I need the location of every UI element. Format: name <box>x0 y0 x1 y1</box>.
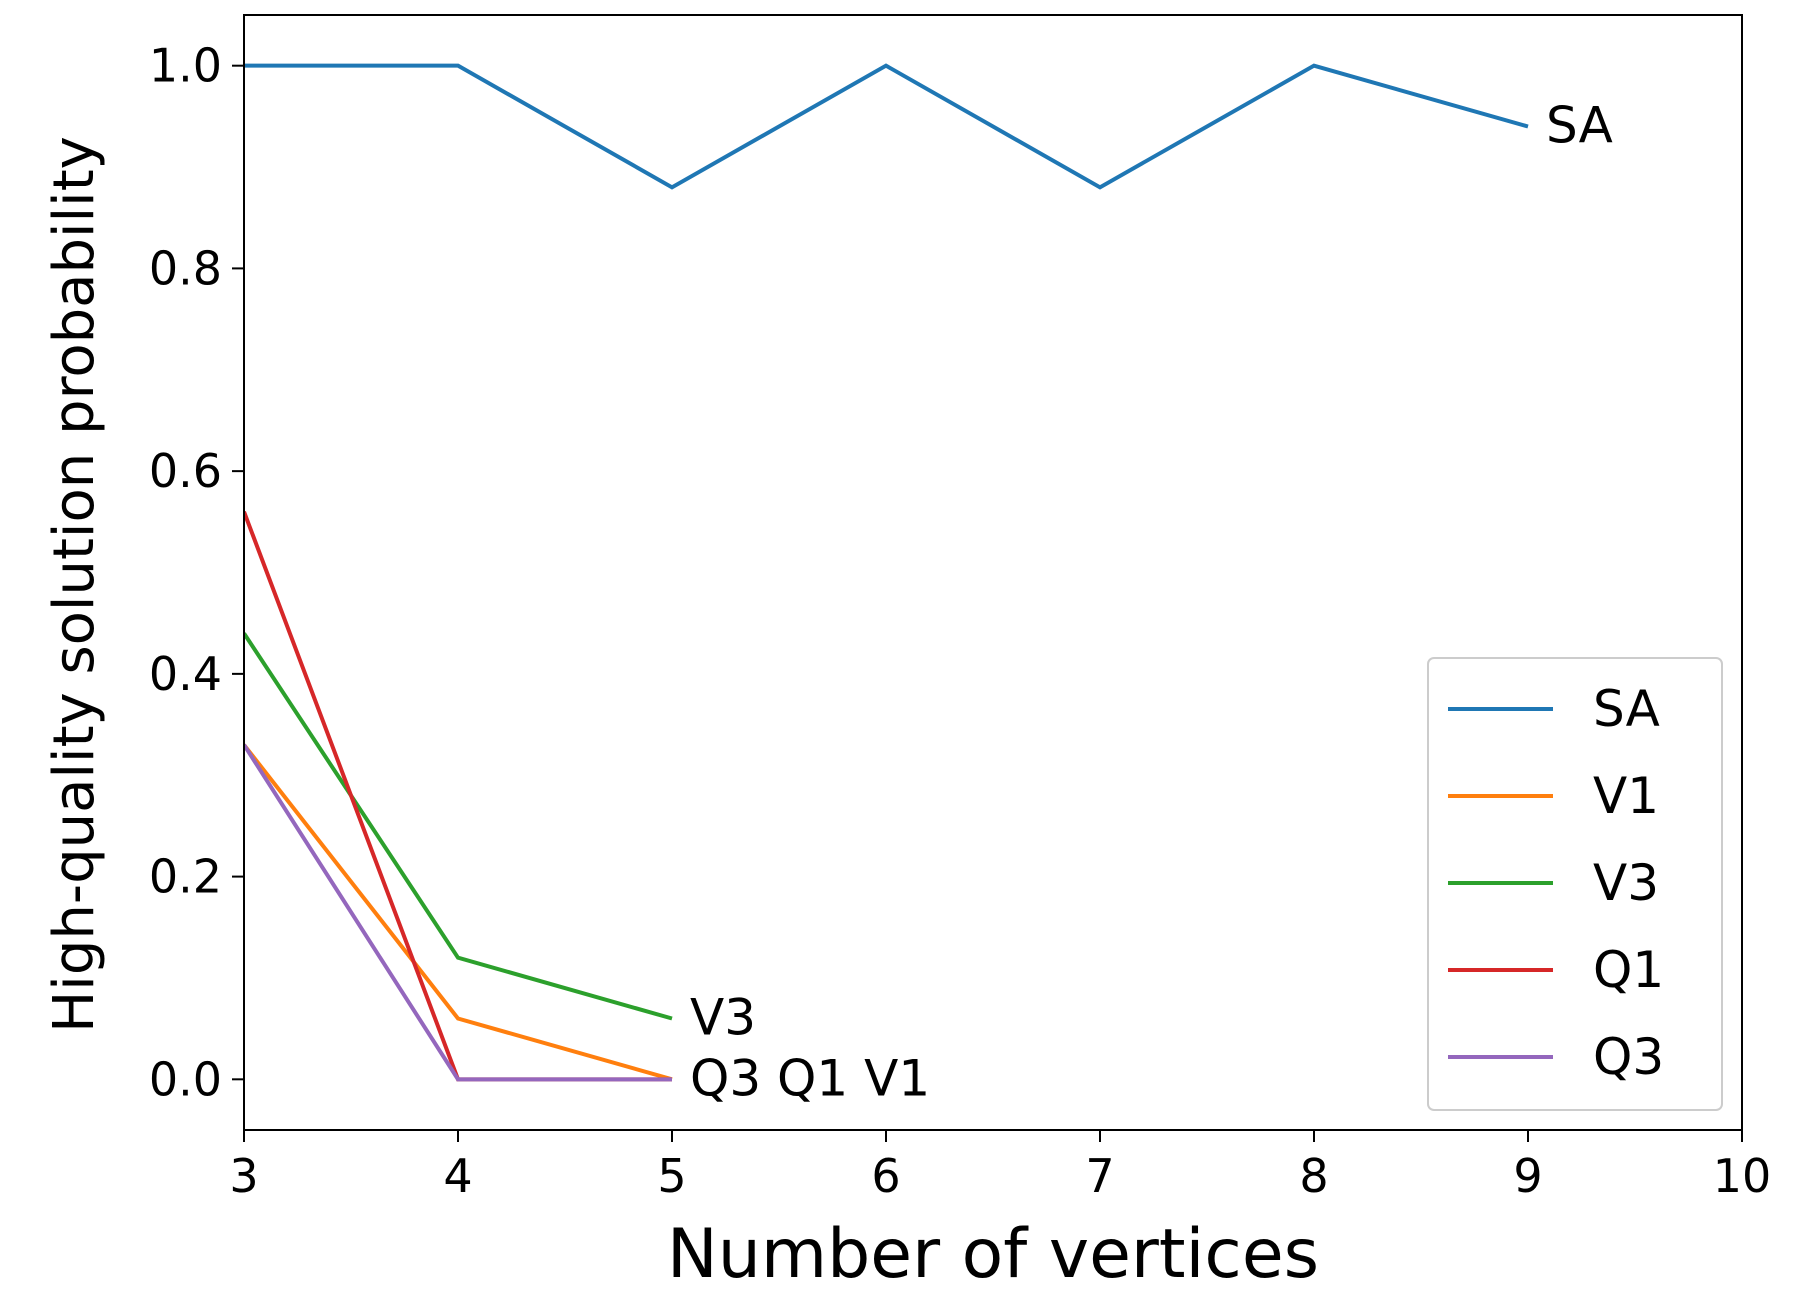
legend-label-v3: V3 <box>1593 854 1659 912</box>
series-line-q1 <box>244 510 672 1082</box>
y-tick-label: 0.6 <box>149 444 222 498</box>
y-tick-label: 0.0 <box>149 1052 222 1106</box>
x-axis-ticks: 3 4 5 6 7 8 9 10 <box>229 1130 1771 1203</box>
legend-label-sa: SA <box>1593 680 1660 738</box>
x-tick-label: 7 <box>1085 1149 1114 1203</box>
end-label-v3: V3 <box>690 989 756 1047</box>
end-label-q3: Q3 Q1 V1 <box>690 1049 930 1107</box>
plot-area <box>244 63 1529 1082</box>
x-tick-label: 3 <box>229 1149 258 1203</box>
legend-label-v1: V1 <box>1593 767 1659 825</box>
x-axis-label: Number of vertices <box>667 1215 1319 1294</box>
legend-box <box>1427 657 1723 1111</box>
x-tick-label: 8 <box>1299 1149 1328 1203</box>
x-tick-label: 10 <box>1713 1149 1772 1203</box>
y-axis-ticks: 0.0 0.2 0.4 0.6 0.8 1.0 <box>149 39 244 1106</box>
end-label-sa: SA <box>1546 97 1613 155</box>
x-tick-label: 9 <box>1513 1149 1542 1203</box>
y-tick-label: 0.4 <box>149 647 222 701</box>
axes-frame <box>243 14 1743 1131</box>
y-axis-label: High-quality solution probability <box>42 136 107 1033</box>
y-tick-label: 0.2 <box>149 850 222 904</box>
legend-label-q1: Q1 <box>1593 941 1664 999</box>
series-line-v3 <box>244 632 673 1021</box>
x-tick-label: 5 <box>657 1149 686 1203</box>
series-line-v1 <box>244 743 673 1082</box>
y-tick-label: 1.0 <box>149 39 222 93</box>
x-tick-label: 6 <box>871 1149 900 1203</box>
legend: SA V1 V3 Q1 Q3 <box>1427 657 1723 1111</box>
series-line-q3 <box>244 743 672 1082</box>
y-tick-label: 0.8 <box>149 241 222 295</box>
x-tick-label: 4 <box>443 1149 472 1203</box>
series-line-sa <box>244 63 1529 190</box>
legend-label-q3: Q3 <box>1593 1028 1664 1086</box>
